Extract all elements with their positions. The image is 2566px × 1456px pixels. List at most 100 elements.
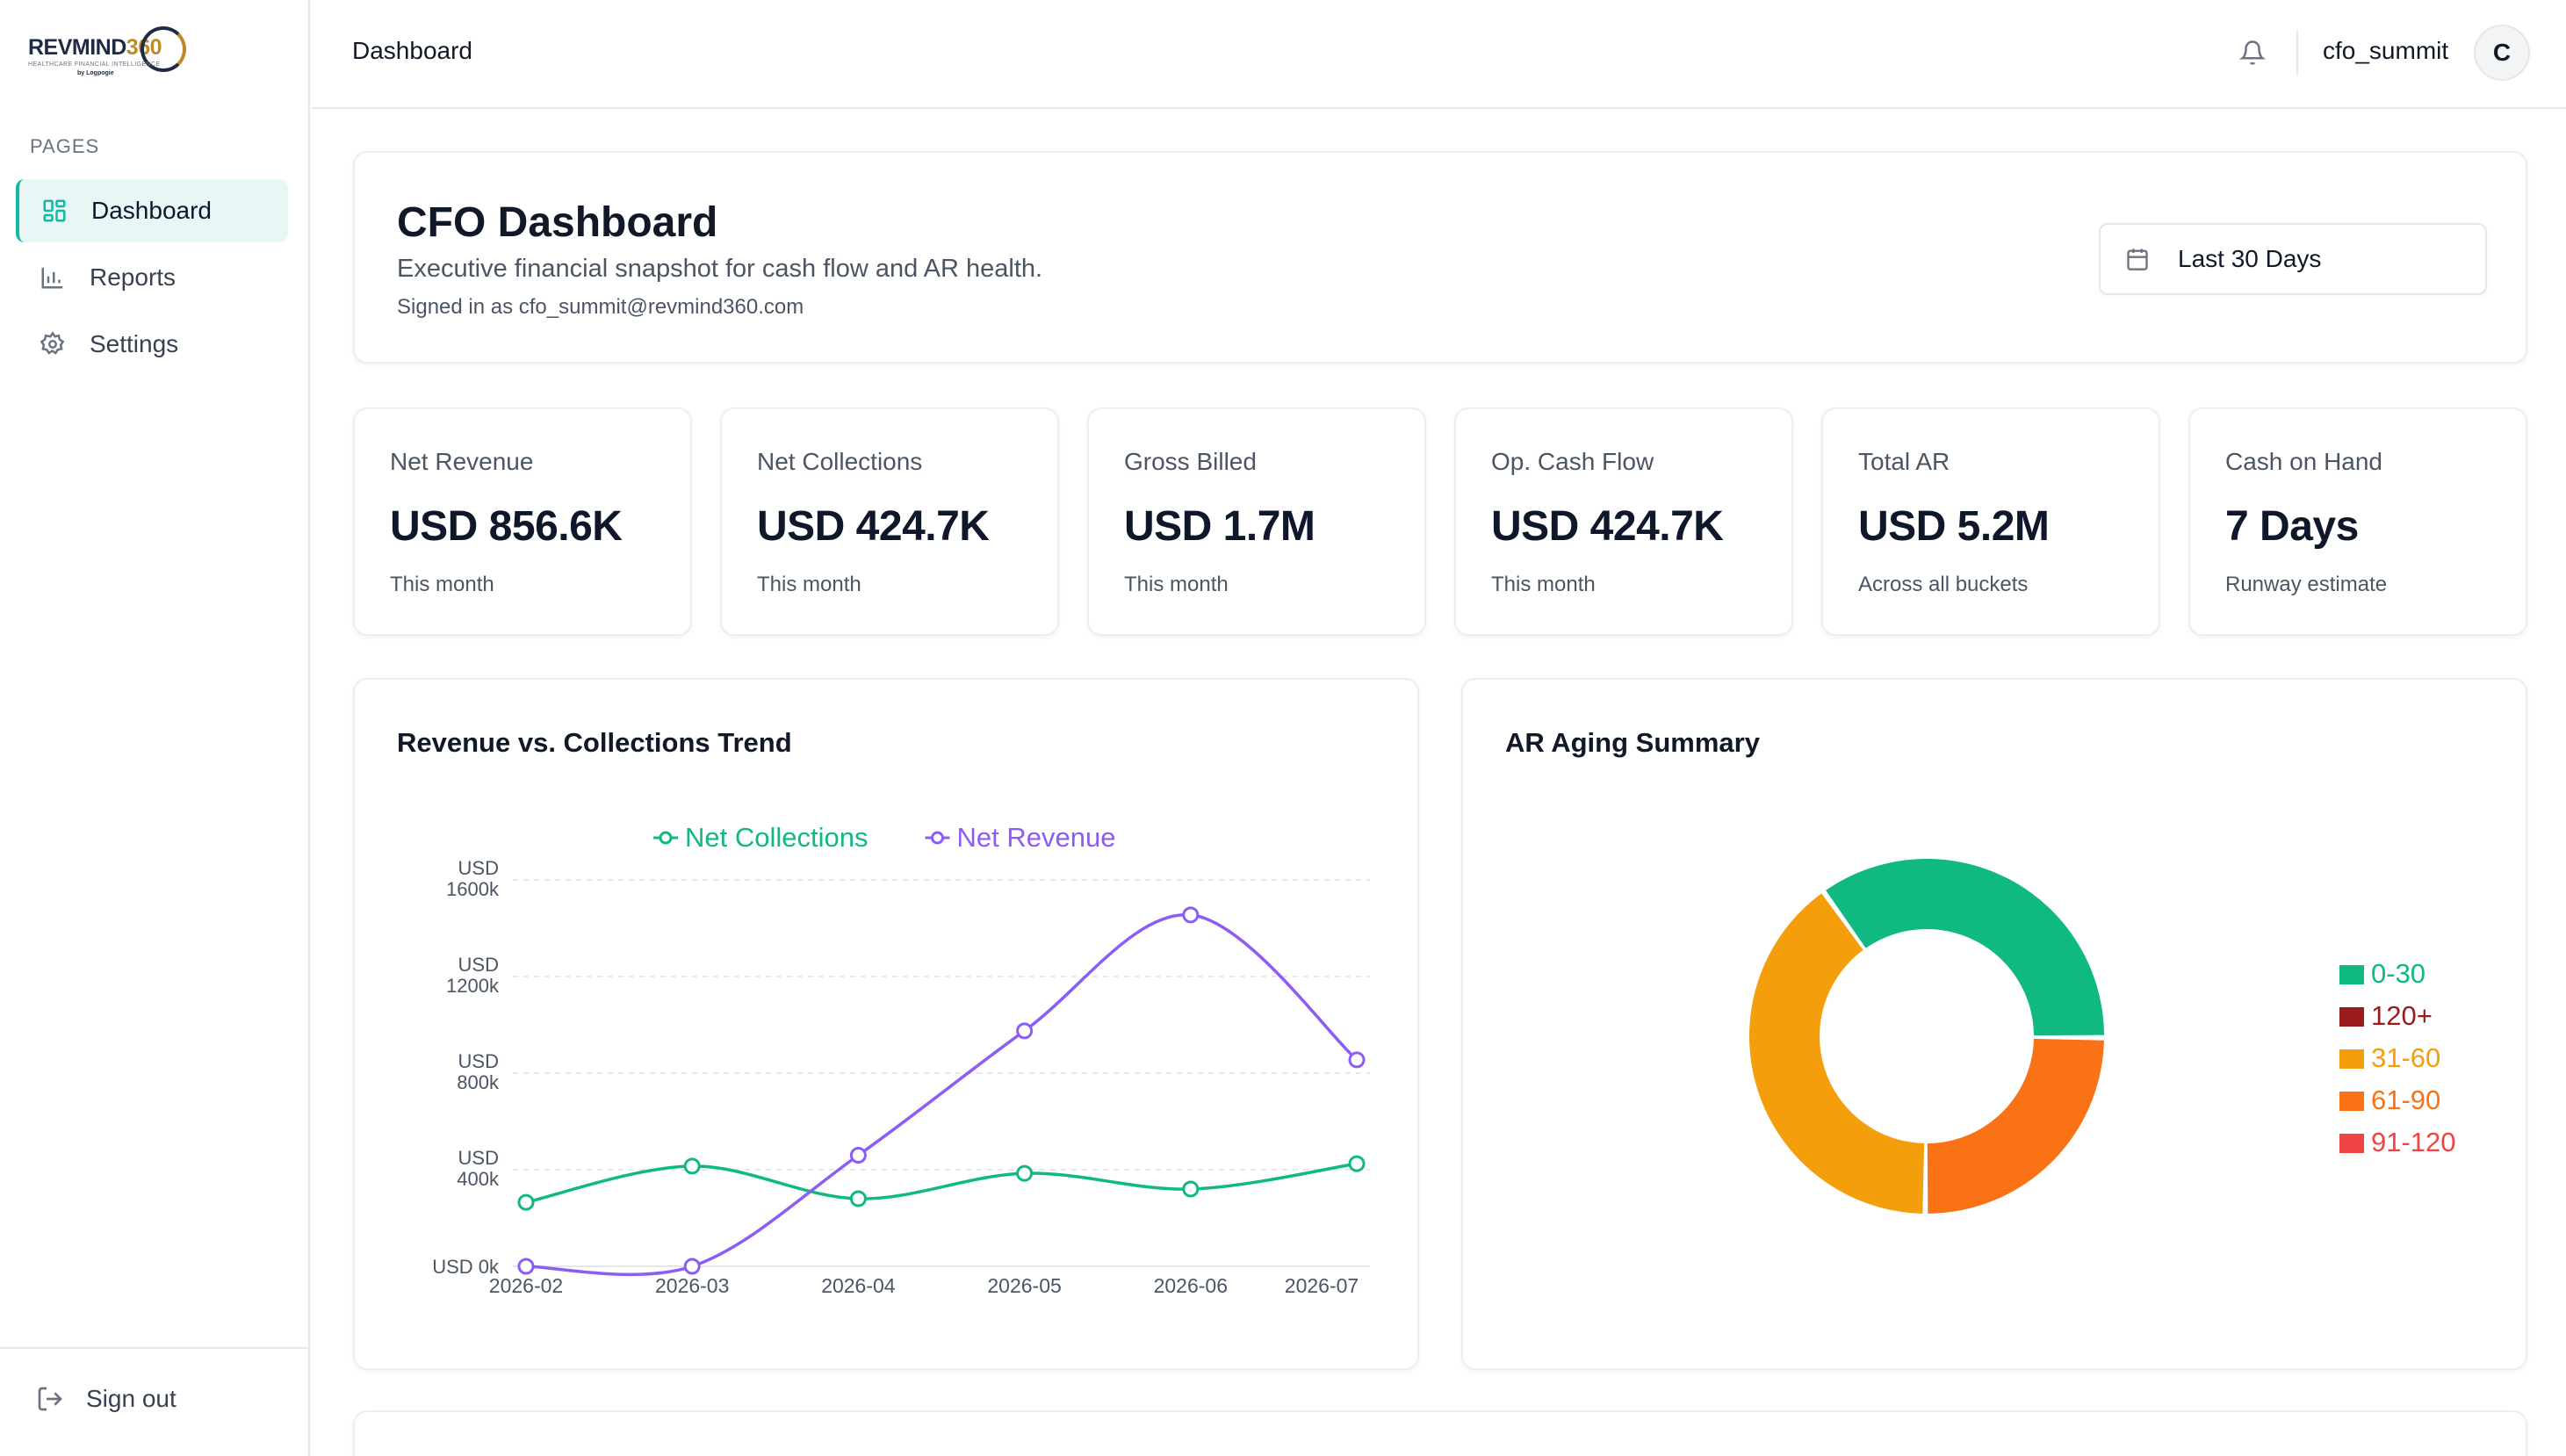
sidebar-item-reports[interactable]: Reports xyxy=(16,246,288,309)
ar-aging-donut-chart: 0-30 120+ 31-60 61-90 91-120 xyxy=(1749,859,2456,1214)
sidebar: REVMIND360 HEALTHCARE FINANCIAL INTELLIG… xyxy=(0,0,310,1456)
gear-icon xyxy=(39,330,67,358)
kpi-value: 7 Days xyxy=(2225,503,2359,550)
header-card: CFO Dashboard Executive financial snapsh… xyxy=(353,151,2527,364)
avatar[interactable]: C xyxy=(2474,25,2530,81)
page-title: CFO Dashboard xyxy=(397,199,718,246)
chart-title: Revenue vs. Collections Trend xyxy=(397,727,792,758)
username[interactable]: cfo_summit xyxy=(2323,37,2449,64)
chart-title: AR Aging Summary xyxy=(1505,727,1760,758)
sidebar-item-label: Reports xyxy=(90,263,177,291)
sign-out-button[interactable]: Sign out xyxy=(35,1384,177,1414)
kpi-card-net-collections: Net Collections USD 424.7K This month xyxy=(720,407,1059,636)
y-tick-label: USD 1600k xyxy=(446,857,500,900)
legend-item: 61-90 xyxy=(2339,1085,2440,1115)
kpi-value: USD 856.6K xyxy=(390,503,623,550)
topbar: Dashboard cfo_summit C xyxy=(312,0,2566,109)
legend-item: 120+ xyxy=(2339,1000,2433,1031)
bar-chart-icon xyxy=(39,263,67,292)
y-tick-label: USD 0k xyxy=(432,1256,500,1278)
kpi-value: USD 1.7M xyxy=(1124,503,1315,550)
donut-slice xyxy=(1826,859,2104,1036)
sidebar-item-label: Settings xyxy=(90,330,179,357)
revenue-collections-chart-card: Revenue vs. Collections Trend USD 0k USD 4… xyxy=(353,678,1419,1370)
data-point xyxy=(1182,1180,1200,1198)
donut-slice xyxy=(1927,1038,2104,1214)
series-line xyxy=(525,913,1359,1277)
data-point xyxy=(1016,1022,1034,1040)
data-point xyxy=(1182,906,1200,924)
y-tick-label: USD 400k xyxy=(457,1147,500,1190)
logo-ring-icon xyxy=(141,26,186,72)
kpi-label: Cash on Hand xyxy=(2225,448,2383,475)
bell-icon xyxy=(2239,40,2266,65)
sidebar-footer: Sign out xyxy=(0,1347,310,1456)
legend-item: 91-120 xyxy=(2339,1127,2456,1157)
kpi-value: USD 424.7K xyxy=(1491,503,1724,550)
x-tick-label: 2026-04 xyxy=(821,1274,896,1297)
data-point xyxy=(683,1258,701,1275)
kpi-sub: This month xyxy=(1124,573,1229,596)
data-point xyxy=(849,1190,867,1207)
kpi-value: USD 5.2M xyxy=(1858,503,2050,550)
x-tick-label: 2026-02 xyxy=(489,1274,563,1297)
notifications-button[interactable] xyxy=(2235,35,2270,70)
kpi-sub: This month xyxy=(757,573,861,596)
kpi-sub: This month xyxy=(390,573,494,596)
legend-item: Net Collections xyxy=(653,822,868,853)
data-point xyxy=(1348,1155,1366,1172)
kpi-sub: This month xyxy=(1491,573,1596,596)
sign-out-label: Sign out xyxy=(86,1385,177,1412)
dashboard-grid-icon xyxy=(40,197,68,225)
kpi-card-total-ar: Total AR USD 5.2M Across all buckets xyxy=(1821,407,2160,636)
x-tick-label: 2026-07 xyxy=(1285,1274,1359,1297)
legend-item: 0-30 xyxy=(2339,958,2425,989)
topbar-divider xyxy=(2296,30,2298,76)
x-tick-label: 2026-06 xyxy=(1154,1274,1228,1297)
kpi-label: Total AR xyxy=(1858,448,1950,475)
legend-item: 31-60 xyxy=(2339,1042,2440,1073)
kpi-card-op-cash-flow: Op. Cash Flow USD 424.7K This month xyxy=(1454,407,1793,636)
y-tick-label: USD 800k xyxy=(457,1050,500,1093)
kpi-sub: Runway estimate xyxy=(2225,573,2388,596)
signed-in-text: Signed in as cfo_summit@revmind360.com xyxy=(397,295,804,319)
logo-tagline: HEALTHCARE FINANCIAL INTELLIGENCE xyxy=(28,61,161,68)
data-point xyxy=(1016,1164,1034,1182)
calendar-icon xyxy=(2123,245,2152,273)
revenue-collections-line-chart: USD 0k USD 400k USD 800k USD 1200k USD 1600k 2026… xyxy=(432,822,1370,1297)
sidebar-item-dashboard[interactable]: Dashboard xyxy=(16,179,288,242)
data-point xyxy=(683,1157,701,1175)
legend-label: 61-90 xyxy=(2371,1085,2440,1115)
kpi-card-cash-on-hand: Cash on Hand 7 Days Runway estimate xyxy=(2188,407,2527,636)
kpi-sub: Across all buckets xyxy=(1858,573,2029,596)
legend-label: Net Collections xyxy=(685,822,868,853)
kpi-label: Net Collections xyxy=(757,448,923,475)
legend-label: 91-120 xyxy=(2371,1127,2456,1157)
kpi-value: USD 424.7K xyxy=(757,503,990,550)
nav-section-label: PAGES xyxy=(30,135,100,157)
data-point xyxy=(1348,1051,1366,1069)
legend-label: 0-30 xyxy=(2371,958,2425,989)
sidebar-item-label: Dashboard xyxy=(91,197,212,224)
brand-logo[interactable]: REVMIND360 HEALTHCARE FINANCIAL INTELLIG… xyxy=(28,26,195,77)
page-subtitle: Executive financial snapshot for cash fl… xyxy=(397,255,1043,283)
data-point xyxy=(517,1193,535,1211)
kpi-label: Gross Billed xyxy=(1124,448,1257,475)
ar-aging-chart-card: AR Aging Summary 0-30 120+ 31-60 61-90 91-12… xyxy=(1461,678,2527,1370)
kpi-card-gross-billed: Gross Billed USD 1.7M This month xyxy=(1087,407,1426,636)
kpi-card-net-revenue: Net Revenue USD 856.6K This month xyxy=(353,407,692,636)
date-range-label: Last 30 Days xyxy=(2178,245,2322,272)
donut-slice xyxy=(1749,893,1925,1214)
data-point xyxy=(849,1147,867,1164)
data-point xyxy=(517,1258,535,1275)
sign-out-icon xyxy=(35,1384,65,1414)
legend-label: 120+ xyxy=(2371,1000,2433,1031)
legend-label: Net Revenue xyxy=(957,822,1116,853)
legend-item: Net Revenue xyxy=(925,822,1116,853)
date-range-select[interactable]: Last 30 Days xyxy=(2099,223,2487,295)
kpi-label: Op. Cash Flow xyxy=(1491,448,1654,475)
series-line xyxy=(525,1162,1358,1204)
legend-label: 31-60 xyxy=(2371,1042,2440,1073)
topbar-title: Dashboard xyxy=(352,37,472,64)
sidebar-item-settings[interactable]: Settings xyxy=(16,313,288,376)
